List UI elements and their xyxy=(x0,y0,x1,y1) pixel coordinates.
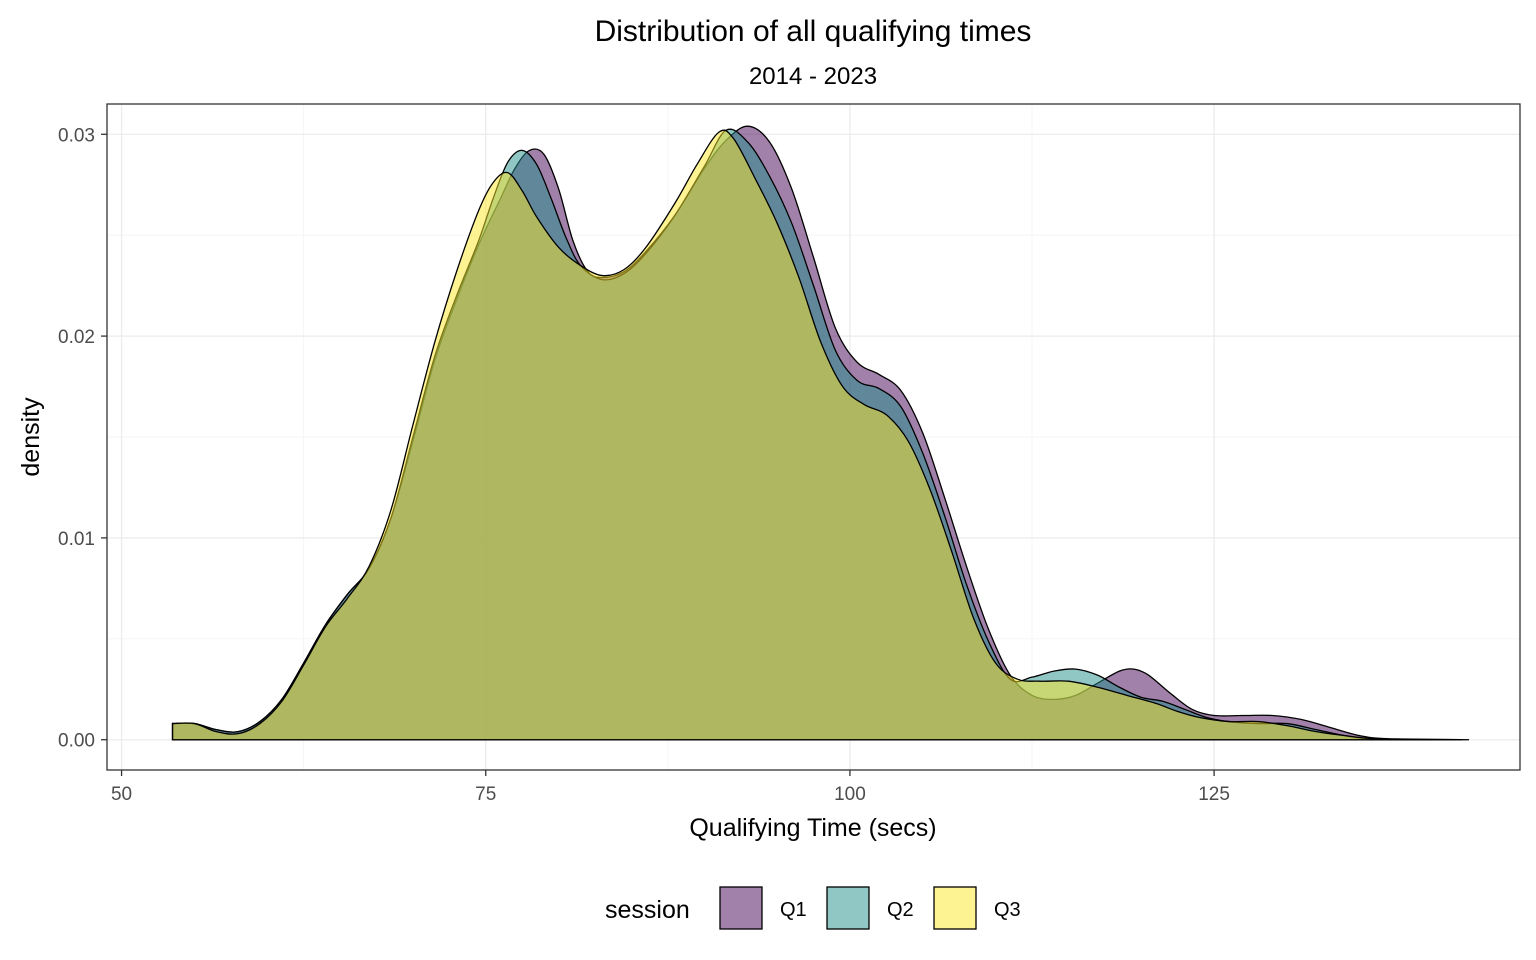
plot-panel xyxy=(106,103,1521,771)
y-tick-label: 0.01 xyxy=(58,529,95,550)
y-tick-label: 0.00 xyxy=(58,731,95,752)
x-axis-title: Qualifying Time (secs) xyxy=(689,814,936,842)
x-tick-label: 75 xyxy=(475,784,496,805)
x-axis: 50 75 100 125 xyxy=(111,770,1230,805)
density-areas xyxy=(171,125,1470,741)
legend: session Q1 Q2 Q3 xyxy=(605,886,1021,930)
chart-subtitle: 2014 - 2023 xyxy=(749,63,877,90)
legend-key-q1 xyxy=(719,886,763,930)
y-tick-label: 0.03 xyxy=(58,125,95,146)
legend-label-q1: Q1 xyxy=(780,899,807,921)
legend-label-q2: Q2 xyxy=(887,899,914,921)
density-area-q3 xyxy=(171,129,1433,741)
x-tick-label: 50 xyxy=(111,784,132,805)
x-tick-label: 125 xyxy=(1198,784,1230,805)
legend-key-q2 xyxy=(826,886,870,930)
y-axis-title: density xyxy=(17,397,45,477)
legend-title: session xyxy=(605,896,690,924)
x-tick-label: 100 xyxy=(834,784,866,805)
legend-label-q3: Q3 xyxy=(994,899,1021,921)
y-tick-label: 0.02 xyxy=(58,327,95,348)
panel-border xyxy=(106,103,1521,771)
legend-key-q3 xyxy=(933,886,977,930)
chart-title: Distribution of all qualifying times xyxy=(595,15,1032,48)
y-axis: 0.00 0.01 0.02 0.03 xyxy=(58,125,107,752)
